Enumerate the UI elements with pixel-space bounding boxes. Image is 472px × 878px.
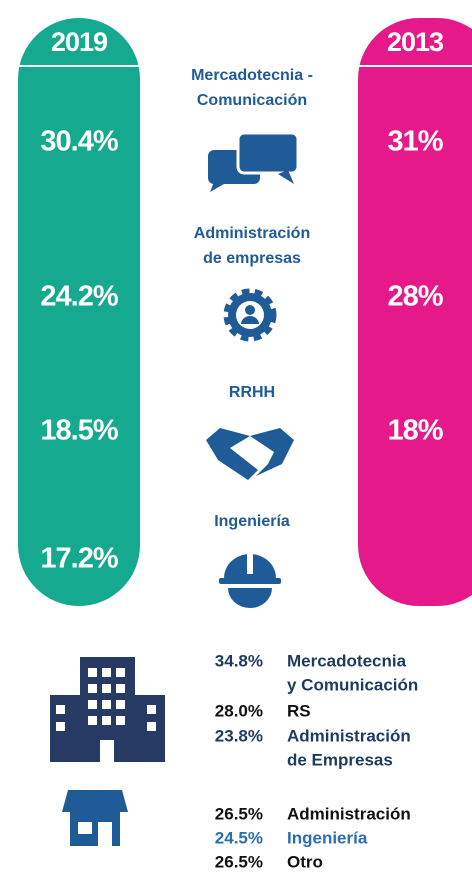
stat-value: 34.8% (215, 651, 263, 670)
column-2013 (358, 18, 472, 606)
stat-label: Mercadotecnia (287, 651, 407, 670)
year-label: 2013 (387, 27, 444, 57)
store-icon (62, 790, 128, 846)
category-label: de empresas (203, 250, 301, 267)
category-label: Ingeniería (214, 513, 290, 530)
category-label: Comunicación (197, 92, 307, 109)
column-value: 18.5% (40, 415, 118, 447)
stat-label: y Comunicación (287, 675, 418, 694)
column-value: 18% (387, 415, 443, 447)
column-value: 30.4% (40, 126, 118, 158)
stat-value: 28.0% (215, 701, 263, 720)
stat-label: de Empresas (287, 750, 393, 769)
category-label: RRHH (229, 384, 275, 401)
category-label: Administración (194, 225, 310, 242)
gear-icon (223, 288, 277, 342)
column-value: 17.2% (40, 543, 118, 575)
helmet-icon (219, 554, 281, 608)
stat-value: 23.8% (215, 726, 263, 745)
stat-value: 26.5% (215, 804, 263, 823)
column-value: 24.2% (40, 281, 118, 313)
column-value: 28% (387, 281, 443, 313)
category-label: Mercadotecnia - (191, 67, 313, 84)
building-icon (50, 657, 165, 762)
chat-icon (208, 131, 300, 192)
stat-label: Administración (287, 726, 411, 745)
column-2019 (18, 18, 140, 606)
stat-value: 26.5% (215, 852, 263, 871)
stat-label: Otro (287, 852, 323, 871)
stat-label: RS (287, 701, 311, 720)
handshake-icon (206, 428, 294, 480)
column-value: 31% (387, 126, 443, 158)
stat-label: Administración (287, 804, 411, 823)
year-label: 2019 (51, 27, 108, 57)
stat-label: Ingeniería (287, 828, 368, 847)
stat-value: 24.5% (215, 828, 263, 847)
